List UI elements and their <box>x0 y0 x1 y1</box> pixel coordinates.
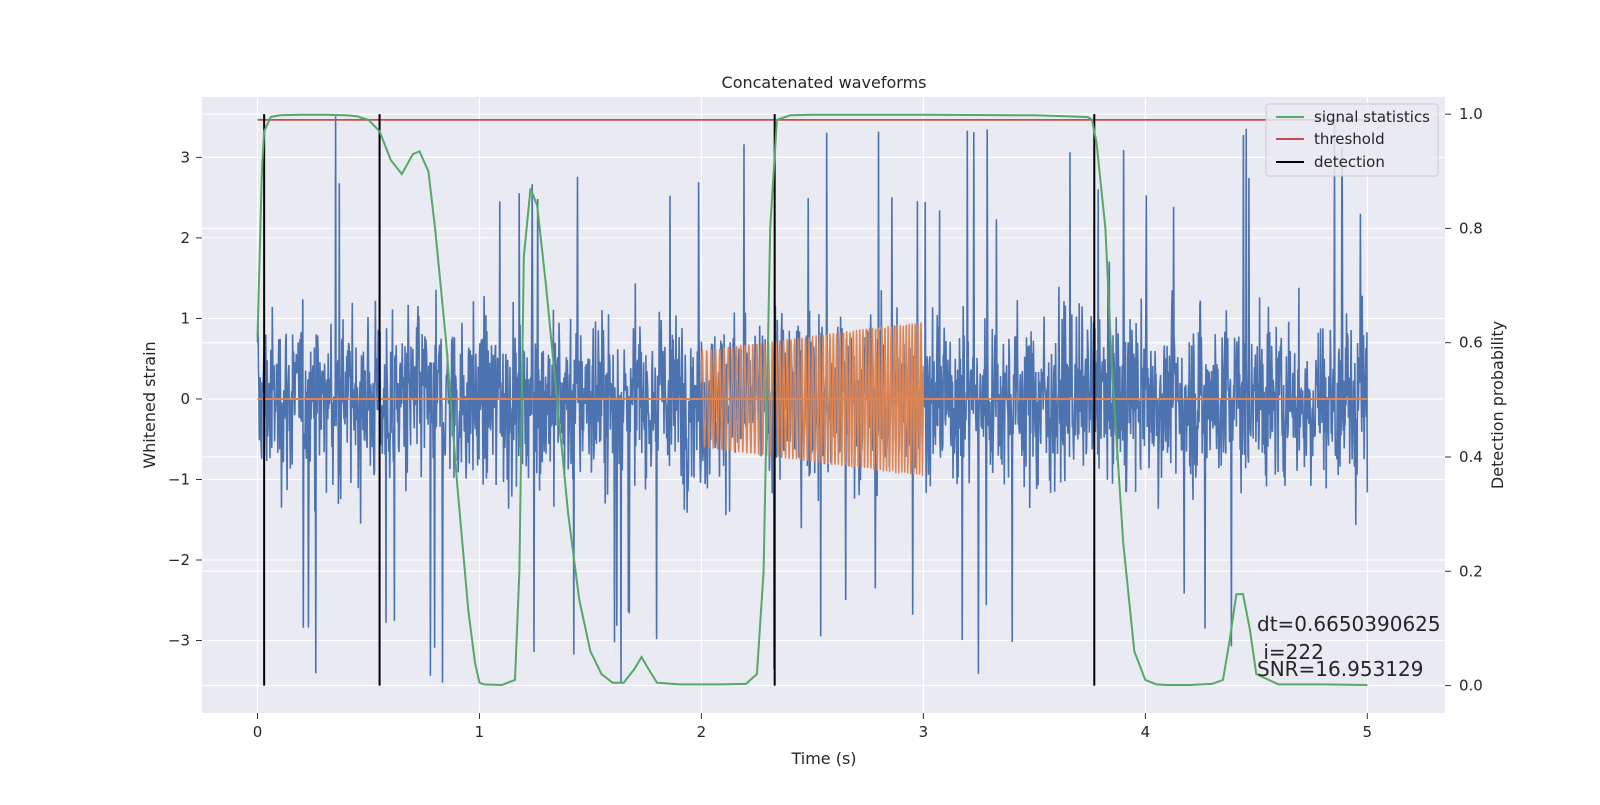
annotation-dt: dt=0.6650390625 <box>1257 612 1441 636</box>
y-axis-right-label: Detection probability <box>1488 321 1507 489</box>
y-tick-label: 3 <box>180 148 190 166</box>
legend-label-detection: detection <box>1314 153 1385 171</box>
x-axis-label: Time (s) <box>790 749 856 768</box>
legend-label-threshold: threshold <box>1314 130 1385 148</box>
y-right-tick-label: 0.2 <box>1459 562 1483 580</box>
noise-series <box>256 116 1369 684</box>
signal-chirp <box>700 322 925 477</box>
legend-label-statistics: signal statistics <box>1314 108 1430 126</box>
detection-series <box>263 114 1096 686</box>
chart-title: Concatenated waveforms <box>722 73 927 92</box>
y-right-tick-label: 1.0 <box>1459 105 1483 123</box>
x-axis-ticks: 0 1 2 3 4 5 <box>253 713 1372 741</box>
y-tick-label: 2 <box>180 229 190 247</box>
y-tick-label: −3 <box>168 632 190 650</box>
legend: signal statistics threshold detection <box>1265 103 1439 177</box>
y-right-tick-label: 0.4 <box>1459 448 1483 466</box>
y-tick-label: 0 <box>180 390 190 408</box>
annotation-snr: SNR=16.953129 <box>1257 657 1423 681</box>
y-tick-label: −2 <box>168 551 190 569</box>
x-tick-label: 4 <box>1141 723 1151 741</box>
y-axis-ticks: −3 −2 −1 0 1 2 3 <box>168 148 202 650</box>
y-axis-label: Whitened strain <box>140 341 159 468</box>
y-right-tick-label: 0.8 <box>1459 219 1483 237</box>
y-tick-label: 1 <box>180 309 190 327</box>
statistics-series <box>256 113 1368 687</box>
x-tick-label: 3 <box>919 723 929 741</box>
noise-trace <box>256 116 1369 684</box>
injected-signal-series <box>257 322 1368 477</box>
x-tick-label: 1 <box>475 723 485 741</box>
y-right-tick-label: 0.0 <box>1459 677 1483 695</box>
x-tick-label: 5 <box>1363 723 1373 741</box>
annotation-index: i=222 <box>1257 640 1324 664</box>
y-right-tick-label: 0.6 <box>1459 334 1483 352</box>
statistics-curve <box>256 113 1368 687</box>
legend-box <box>1265 103 1439 177</box>
x-tick-label: 2 <box>697 723 707 741</box>
y-tick-label: −1 <box>168 470 190 488</box>
x-tick-label: 0 <box>253 723 263 741</box>
y-axis-right-ticks: 0.0 0.2 0.4 0.6 0.8 1.0 <box>1445 105 1483 695</box>
